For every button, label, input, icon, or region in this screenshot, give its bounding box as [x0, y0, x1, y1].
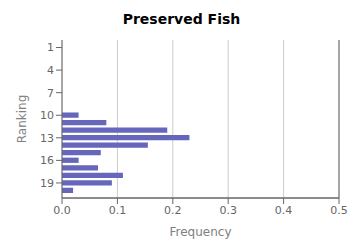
svg-text:0.1: 0.1: [109, 204, 127, 217]
svg-text:7: 7: [47, 87, 54, 100]
svg-text:0.0: 0.0: [53, 204, 71, 217]
svg-text:1: 1: [47, 41, 54, 54]
svg-text:4: 4: [47, 64, 54, 77]
svg-text:16: 16: [40, 154, 54, 167]
svg-text:Ranking: Ranking: [15, 95, 29, 144]
svg-text:0.5: 0.5: [330, 204, 348, 217]
svg-text:19: 19: [40, 177, 54, 190]
svg-text:0.4: 0.4: [275, 204, 293, 217]
svg-text:13: 13: [40, 132, 54, 145]
svg-text:10: 10: [40, 109, 54, 122]
svg-text:0.2: 0.2: [164, 204, 182, 217]
html-text:Preserved Fish: Preserved Fish: [122, 11, 241, 27]
svg-text:Frequency: Frequency: [170, 225, 232, 239]
svg-text:0.3: 0.3: [219, 204, 237, 217]
